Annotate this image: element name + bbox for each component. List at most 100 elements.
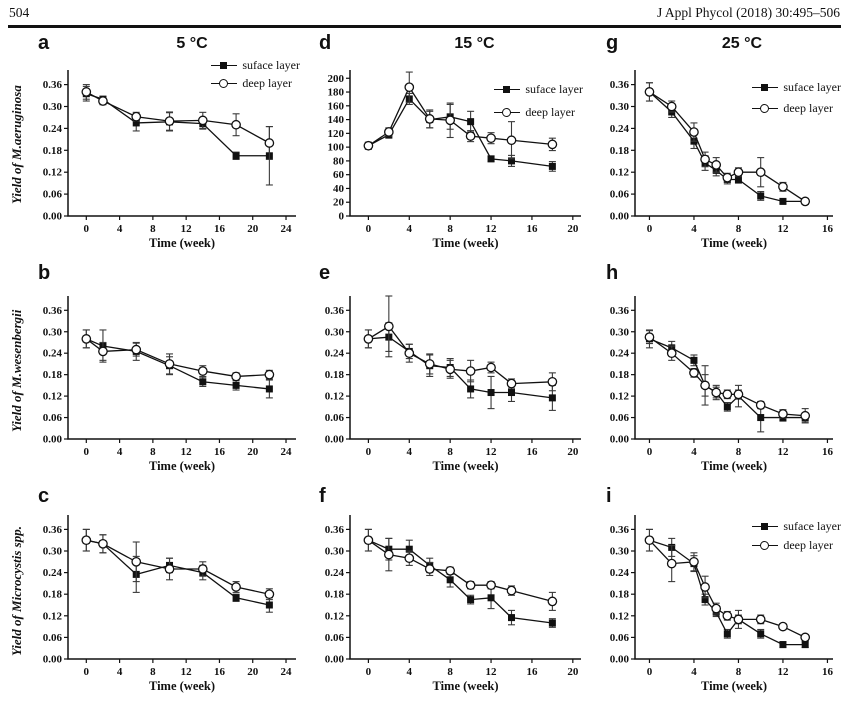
surface-line-marker-icon: [211, 62, 238, 69]
svg-text:0.18: 0.18: [43, 369, 63, 381]
svg-text:20: 20: [247, 666, 259, 678]
chart-e: 0.00 0.06 0.12 0.18 0.24 0.30 0.36 0 4 8 12 16 20 Tim…: [325, 295, 581, 473]
svg-text:4: 4: [117, 446, 123, 458]
ylabel-wesenbergii: Yield of M.wesenbergii: [9, 288, 25, 453]
svg-text:0.18: 0.18: [610, 369, 630, 381]
svg-text:0.12: 0.12: [325, 391, 345, 403]
legend-deep-row: deep layer: [494, 105, 583, 120]
panel-letter-g: g: [606, 32, 619, 54]
subplot-f: f 0.00 0.06 0.12 0.18 0.24 0.30 0.36 0 4 8 12 16 20 T…: [306, 485, 593, 705]
svg-text:0.00: 0.00: [43, 211, 63, 223]
svg-text:0.06: 0.06: [610, 632, 630, 644]
svg-text:40: 40: [333, 183, 345, 195]
legend-surface-label: suface layer: [783, 519, 841, 533]
svg-text:Time (week): Time (week): [149, 679, 215, 693]
svg-text:0.06: 0.06: [325, 632, 345, 644]
svg-text:0.12: 0.12: [43, 167, 63, 179]
svg-text:0.06: 0.06: [610, 412, 630, 424]
svg-text:0.00: 0.00: [43, 654, 63, 666]
deep-line-marker-icon: [752, 541, 779, 550]
svg-text:160: 160: [328, 100, 345, 112]
subplot-b: b Yield of M.wesenbergii 0.00 0.06 0.12 0.1…: [8, 262, 306, 485]
ylabel-species: M.aeruginosa: [9, 85, 24, 160]
deep-line-marker-icon: [752, 104, 779, 113]
svg-text:0.00: 0.00: [610, 211, 630, 223]
svg-text:0.36: 0.36: [43, 305, 63, 317]
legend-surface-row: suface layer: [752, 80, 841, 95]
svg-text:0.36: 0.36: [610, 79, 630, 91]
svg-text:0.12: 0.12: [325, 610, 345, 622]
svg-text:8: 8: [150, 446, 156, 458]
figure-grid: a 5 °C Yield of M.aeruginosa suface laye…: [0, 32, 849, 705]
journal-reference: J Appl Phycol (2018) 30:495–506: [656, 5, 840, 20]
svg-text:0.24: 0.24: [610, 348, 630, 360]
svg-text:4: 4: [117, 666, 123, 678]
page-number: 504: [9, 5, 30, 20]
svg-text:140: 140: [328, 114, 345, 126]
svg-text:0: 0: [647, 666, 653, 678]
subplot-h: h 0.00 0.06 0.12 0.18 0.24 0.30 0.36 0 4 8 12 16 Tim…: [593, 262, 845, 485]
svg-text:0.24: 0.24: [43, 567, 63, 579]
panel-letter-i: i: [606, 485, 612, 507]
svg-text:8: 8: [150, 223, 156, 235]
svg-text:0: 0: [339, 211, 345, 223]
svg-text:4: 4: [691, 666, 697, 678]
header-rule: [8, 25, 841, 28]
svg-text:0.24: 0.24: [325, 348, 345, 360]
svg-text:16: 16: [214, 446, 226, 458]
legend-surface-label: suface layer: [783, 80, 841, 94]
svg-text:0: 0: [366, 446, 372, 458]
svg-text:0.18: 0.18: [325, 589, 345, 601]
svg-text:12: 12: [181, 223, 193, 235]
svg-text:0.30: 0.30: [43, 546, 63, 558]
surface-line-marker-icon: [494, 86, 521, 93]
svg-text:16: 16: [822, 223, 834, 235]
svg-text:0.18: 0.18: [610, 589, 630, 601]
svg-text:8: 8: [447, 666, 453, 678]
svg-text:8: 8: [736, 223, 742, 235]
svg-text:0.06: 0.06: [43, 412, 63, 424]
chart-f: 0.00 0.06 0.12 0.18 0.24 0.30 0.36 0 4 8 12 16 20 Tim…: [325, 515, 581, 693]
svg-text:4: 4: [407, 446, 413, 458]
subplot-e: e 0.00 0.06 0.12 0.18 0.24 0.30 0.36 0 4 8 12 16 20 T…: [306, 262, 593, 485]
svg-text:4: 4: [691, 446, 697, 458]
deep-line-marker-icon: [494, 108, 521, 117]
ylabel-prefix: Yield of: [9, 387, 24, 432]
svg-text:0.24: 0.24: [43, 123, 63, 135]
svg-text:0.12: 0.12: [43, 391, 63, 403]
panel-letter-d: d: [319, 32, 332, 54]
svg-text:0.00: 0.00: [43, 434, 63, 446]
svg-text:16: 16: [822, 446, 834, 458]
svg-text:24: 24: [281, 446, 293, 458]
svg-text:0.12: 0.12: [610, 167, 630, 179]
svg-text:Time (week): Time (week): [149, 459, 215, 473]
svg-text:16: 16: [526, 446, 538, 458]
panel-letter-b: b: [38, 262, 51, 284]
page-header: 504 J Appl Phycol (2018) 30:495–506: [0, 0, 849, 25]
svg-text:80: 80: [333, 155, 345, 167]
svg-text:0.24: 0.24: [325, 567, 345, 579]
svg-text:0.12: 0.12: [610, 391, 630, 403]
svg-text:0.24: 0.24: [43, 348, 63, 360]
panel-letter-c: c: [38, 485, 50, 507]
ylabel-prefix: Yield of: [9, 159, 24, 204]
panel-letter-a: a: [38, 32, 50, 54]
svg-text:4: 4: [117, 223, 123, 235]
svg-text:0.30: 0.30: [610, 546, 630, 558]
deep-line-marker-icon: [211, 79, 238, 88]
chart-c: 0.00 0.06 0.12 0.18 0.24 0.30 0.36 0 4 8 12 16 20 24 T…: [43, 515, 296, 693]
legend-deep-row: deep layer: [752, 101, 841, 116]
svg-text:0.12: 0.12: [43, 610, 63, 622]
svg-text:Time (week): Time (week): [149, 236, 215, 250]
legend-a: suface layer deep layer: [211, 58, 300, 91]
legend-g: suface layer deep layer: [752, 80, 841, 116]
legend-surface-row: suface layer: [752, 519, 841, 534]
svg-text:4: 4: [407, 666, 413, 678]
panel-title-25c: 25 °C: [721, 35, 763, 52]
svg-text:Time (week): Time (week): [432, 679, 498, 693]
svg-text:0.36: 0.36: [610, 305, 630, 317]
svg-text:24: 24: [281, 666, 293, 678]
svg-text:0.00: 0.00: [325, 434, 345, 446]
svg-text:Time (week): Time (week): [701, 679, 767, 693]
